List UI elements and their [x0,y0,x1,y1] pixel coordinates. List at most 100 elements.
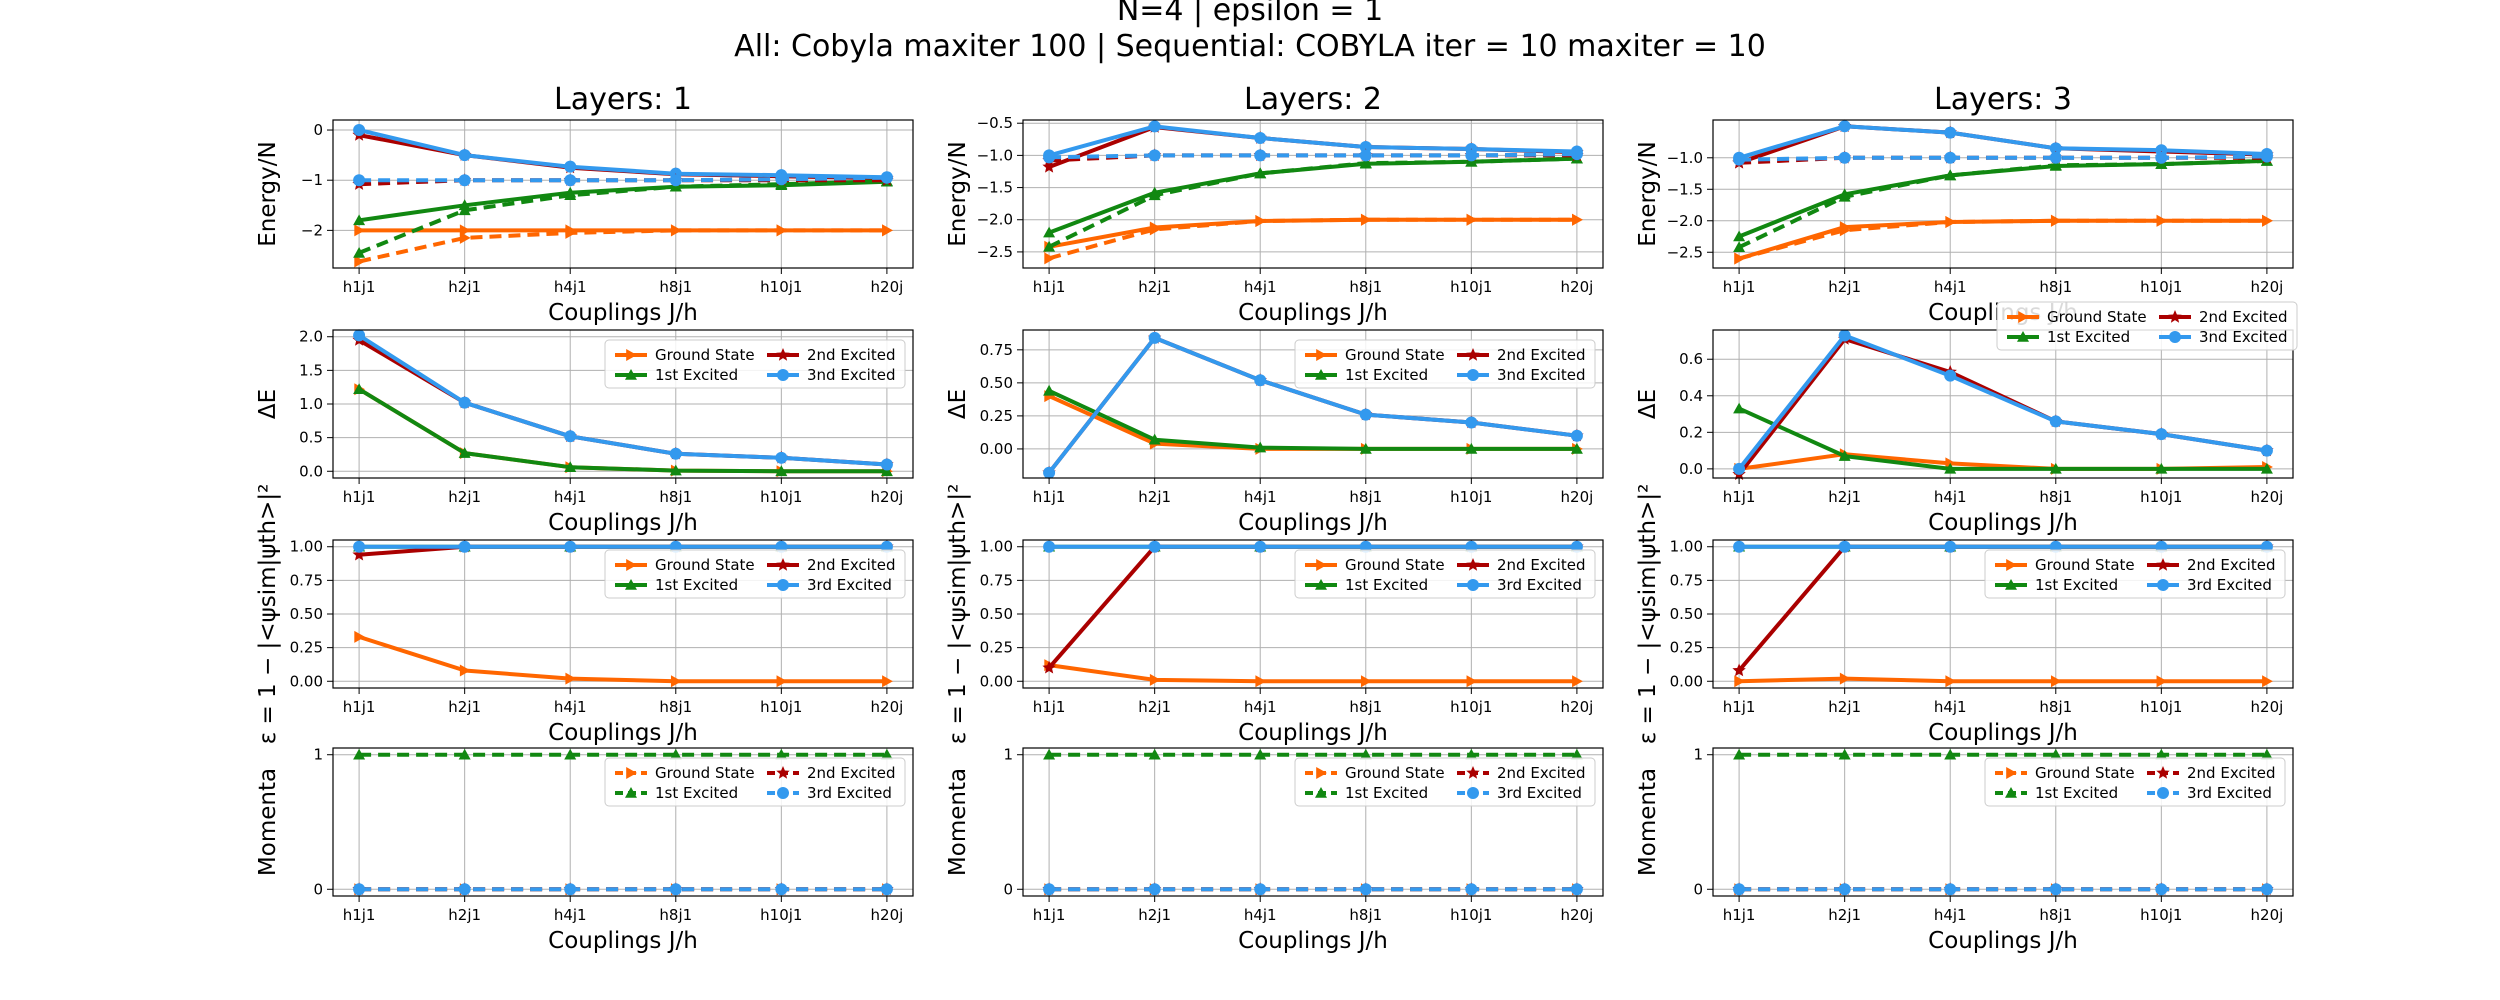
legend-label: 1st Excited [1345,366,1428,384]
legend-box [1996,301,2298,351]
series-ground-dashed [1734,214,2273,265]
x-tick-label: h4j1 [554,698,587,716]
legend-marker [1315,579,1327,590]
data-point [1148,883,1161,896]
data-point [353,748,366,760]
x-axis-label: Couplings J/h [1928,720,2078,746]
legend-label: 2nd Excited [2187,764,2275,782]
legend-label: 2nd Excited [807,764,895,782]
y-axis-label: Energy/N [1635,141,1661,246]
y-tick-label: −1 [301,171,323,189]
series-third-dashed [1043,148,1583,164]
data-point [775,883,788,896]
series-first-dashed [353,748,893,760]
data-point [1466,213,1478,226]
data-point [1465,748,1478,760]
data-point [669,447,682,460]
series-third-solid [353,329,893,471]
series-ground-solid [1734,672,2273,688]
data-point [1570,429,1583,442]
subplot-1-3: h1j1 h2j1 h4j1 h8j1 h10j1 h20j −1.0 −1.5 −2.0 −2.… [1635,82,2294,326]
y-tick-label: −1.0 [977,146,1013,164]
x-axis-label: Couplings J/h [1238,720,1388,746]
x-tick-label: h1j1 [343,906,376,924]
legend-label: Ground State [655,346,755,364]
legend-label: 2nd Excited [1497,346,1585,364]
data-point [1572,213,1583,226]
legend-label: 2nd Excited [2199,308,2287,326]
series-line [1738,452,2267,471]
data-point [1254,883,1267,896]
legend-label: 1st Excited [1345,784,1428,802]
series-line [1048,124,1577,158]
legend: Ground State 2nd Excited 1st Excited 3rd Ex… [1294,549,1596,599]
data-point [2155,748,2168,760]
legend: Ground State 2nd Excited 1st Excited 3nd Ex… [1294,339,1596,389]
subplots-grid: h1j1 h2j1 h4j1 h8j1 h10j1 h20j 0 −1 −2 Couplings … [255,82,2298,954]
series-third-solid [1733,329,2273,475]
legend-label: Ground State [2035,556,2135,574]
series-line [358,634,887,684]
x-axis-label: Couplings J/h [548,300,698,326]
x-tick-label: h2j1 [1138,906,1171,924]
x-axis-label: Couplings J/h [1238,928,1388,954]
figure-title-line1: N=4 | epsilon = 1 [1117,0,1383,28]
y-tick-label: 1 [1003,746,1013,764]
data-point [354,224,366,237]
y-axis-label: Momenta [945,768,971,876]
legend-box [1294,757,1596,807]
x-tick-label: h20j [871,278,904,296]
x-tick-label: h8j1 [1349,906,1382,924]
y-tick-label: 0.50 [980,374,1013,392]
y-tick-label: 0.50 [980,605,1013,623]
y-axis-label: ΔE [945,389,971,419]
data-point [564,189,577,201]
x-axis-label: Couplings J/h [548,720,698,746]
data-point [1148,540,1161,553]
series-line [358,128,887,180]
data-point [1733,540,1746,553]
y-tick-label: −0.5 [977,114,1013,132]
x-tick-label: h10j1 [760,488,802,506]
legend-label: Ground State [2035,764,2135,782]
data-point [1570,442,1583,454]
y-tick-label: 0 [1003,880,1013,898]
x-tick-label: h2j1 [448,698,481,716]
x-tick-label: h4j1 [1934,906,1967,924]
y-tick-label: −1.5 [1667,180,1703,198]
data-point [775,451,788,464]
data-point [1043,466,1056,479]
series-first-dashed [1043,748,1583,760]
subplot-4-1: h1j1 h2j1 h4j1 h8j1 h10j1 h20j 0 1 Couplings J/h… [255,746,914,954]
data-point [1043,240,1056,252]
data-point [1466,675,1478,688]
legend-label: 1st Excited [655,784,738,802]
x-tick-label: h8j1 [2039,488,2072,506]
data-point [1570,148,1583,161]
x-tick-label: h1j1 [1033,698,1066,716]
data-point [1254,540,1267,553]
x-tick-label: h8j1 [1349,278,1382,296]
y-tick-label: 0.50 [1670,605,1703,623]
x-tick-label: h8j1 [659,906,692,924]
series-line [1047,335,1578,474]
x-tick-label: h2j1 [1138,488,1171,506]
data-point [775,748,788,760]
data-point [459,664,471,677]
legend-label: 1st Excited [2035,576,2118,594]
axes-frame [1712,119,2294,269]
data-point [564,461,577,473]
legend-marker [1466,348,1480,361]
legend-label: 1st Excited [655,576,738,594]
x-tick-label: h4j1 [554,488,587,506]
data-point [1733,241,1746,253]
x-tick-label: h20j [871,488,904,506]
x-tick-label: h2j1 [448,278,481,296]
data-point [2049,415,2062,428]
series-third-solid [1733,120,2273,164]
y-tick-label: 0.25 [980,639,1013,657]
data-point [776,675,788,688]
y-tick-label: −2 [301,221,323,239]
data-point [1944,369,1957,382]
axes-frame [1022,329,1604,479]
